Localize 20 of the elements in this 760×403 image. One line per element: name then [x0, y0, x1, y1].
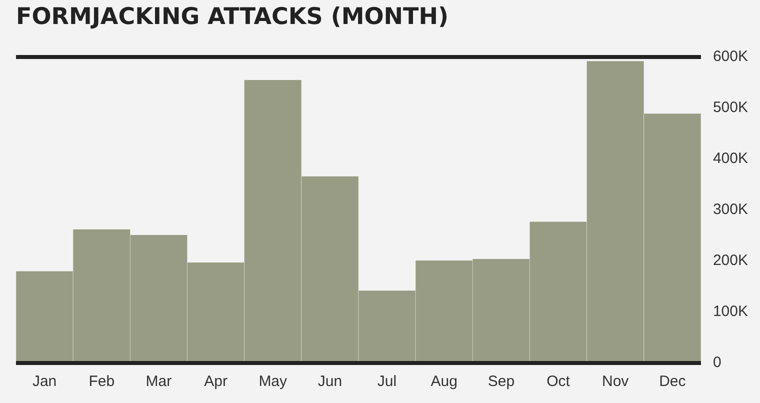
x-tick-label: Apr [204, 373, 228, 390]
x-tick-label: Nov [602, 373, 630, 390]
x-tick-label: Aug [430, 373, 458, 390]
x-tick-label: Feb [88, 373, 115, 390]
y-tick-label: 300K [712, 201, 748, 218]
x-tick-label: May [258, 373, 288, 390]
x-tick-label: Dec [659, 373, 686, 390]
y-tick-label: 0 [712, 354, 722, 372]
y-tick-label: 600K [712, 48, 748, 66]
x-tick-label: Mar [146, 373, 172, 390]
y-tick-label: 200K [712, 252, 748, 270]
y-tick-label: 500K [712, 99, 748, 116]
y-tick-label: 400K [712, 150, 748, 168]
x-tick-label: Jun [318, 373, 342, 390]
x-tick-label: Jul [377, 373, 397, 390]
y-tick-label: 100K [712, 303, 748, 320]
x-tick-label: Sep [488, 373, 515, 390]
x-tick-label: Oct [546, 373, 571, 390]
x-tick-label: Jan [32, 373, 57, 390]
chart-title: FORMJACKING ATTACKS (MONTH) [16, 4, 448, 30]
